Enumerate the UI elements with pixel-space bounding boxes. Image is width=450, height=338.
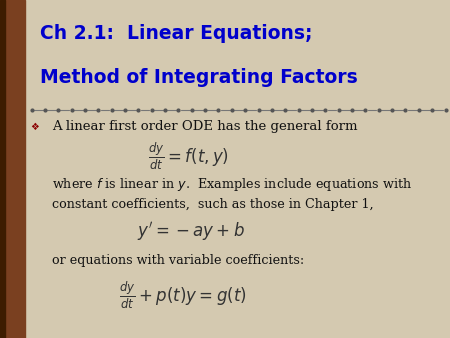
Text: ❖: ❖ xyxy=(31,122,39,132)
Text: $\frac{dy}{dt} = f(t, y)$: $\frac{dy}{dt} = f(t, y)$ xyxy=(148,141,230,173)
Text: Method of Integrating Factors: Method of Integrating Factors xyxy=(40,68,358,87)
Bar xyxy=(0,0,4,338)
Text: A linear first order ODE has the general form: A linear first order ODE has the general… xyxy=(52,120,357,133)
Text: $y^{\prime} = -ay + b$: $y^{\prime} = -ay + b$ xyxy=(137,220,245,243)
Text: where $f$ is linear in $y$.  Examples include equations with: where $f$ is linear in $y$. Examples inc… xyxy=(52,176,412,193)
Text: Ch 2.1:  Linear Equations;: Ch 2.1: Linear Equations; xyxy=(40,24,313,43)
Text: $\frac{dy}{dt} + p(t)y = g(t)$: $\frac{dy}{dt} + p(t)y = g(t)$ xyxy=(119,280,247,312)
Bar xyxy=(0,0,25,338)
Text: constant coefficients,  such as those in Chapter 1,: constant coefficients, such as those in … xyxy=(52,198,374,211)
Text: or equations with variable coefficients:: or equations with variable coefficients: xyxy=(52,254,304,267)
